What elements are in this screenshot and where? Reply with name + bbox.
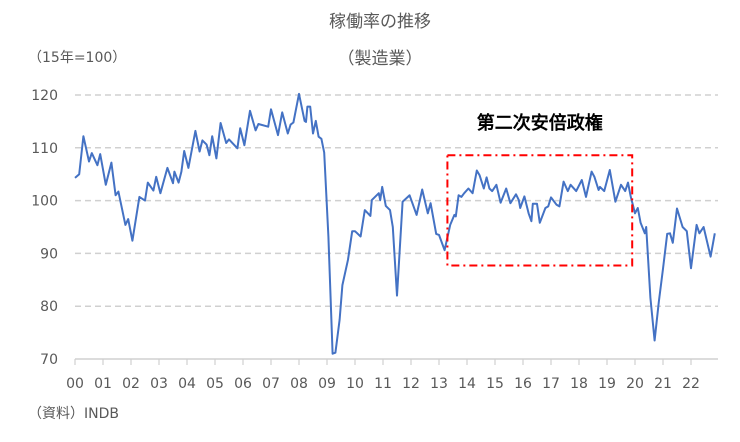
x-tick-label: 06 [234,376,252,392]
x-tick-label: 08 [290,376,308,392]
x-tick-label: 12 [402,376,420,392]
chart-title: 稼働率の推移 [329,12,431,32]
y-tick-label: 70 [40,352,58,368]
x-tick-label: 11 [374,376,392,392]
x-tick-label: 03 [150,376,168,392]
y-tick-label: 90 [40,246,58,262]
x-tick-label: 05 [206,376,224,392]
x-tick-label: 01 [94,376,112,392]
x-tick-label: 09 [318,376,336,392]
y-tick-label: 100 [31,194,58,210]
x-tick-label: 19 [598,376,616,392]
x-tick-label: 21 [654,376,672,392]
x-tick-label: 02 [122,376,140,392]
unit-label: （15年=100） [28,50,126,66]
chart-subtitle: （製造業） [338,49,423,69]
x-tick-label: 18 [570,376,588,392]
y-tick-label: 120 [31,88,58,104]
annotation-label: 第二次安倍政権 [477,112,603,134]
x-tick-label: 10 [346,376,364,392]
x-tick-label: 00 [66,376,84,392]
x-tick-label: 14 [458,376,476,392]
x-tick-label: 17 [542,376,560,392]
y-tick-label: 80 [40,299,58,315]
y-tick-label: 110 [31,141,58,157]
x-axis: 00 01 02 03 04 05 06 07 08 09 10 11 12 13 14 15 16 17 18 19… [66,358,718,392]
y-axis: 70 80 90 100 110 120 [31,88,58,368]
x-tick-label: 13 [430,376,448,392]
x-tick-label: 07 [262,376,280,392]
x-tick-label: 22 [682,376,700,392]
gridlines [75,94,718,307]
x-tick-label: 15 [486,376,504,392]
source-label: （資料）INDB [28,406,119,422]
x-tick-label: 20 [626,376,644,392]
annotation-box [446,154,634,267]
x-tick-label: 16 [514,376,532,392]
x-tick-label: 04 [178,376,196,392]
series-line [74,92,716,355]
